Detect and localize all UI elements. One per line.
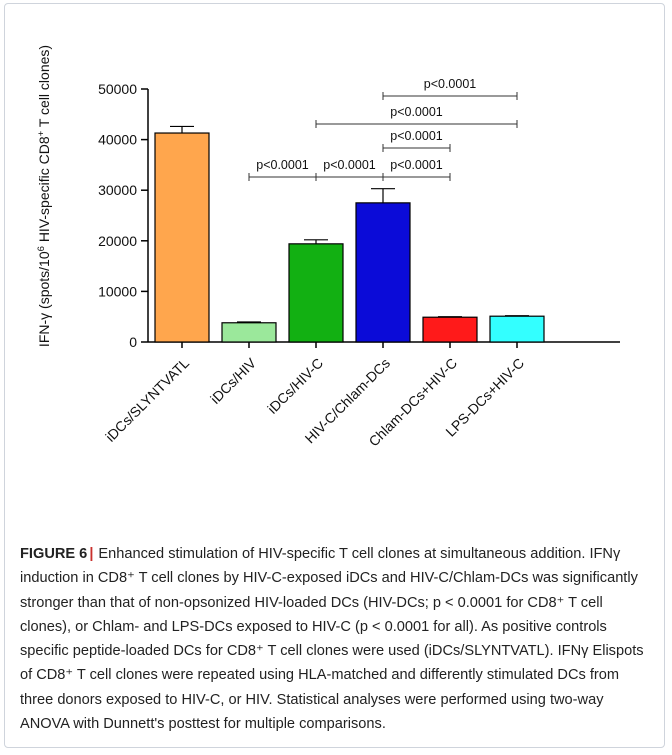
bar — [355, 202, 411, 343]
y-tick-label: 0 — [129, 334, 137, 350]
significance-label: p<0.0001 — [390, 158, 443, 172]
significance-label: p<0.0001 — [390, 105, 443, 119]
figure-caption: FIGURE 6 | Enhanced stimulation of HIV-spe… — [20, 542, 654, 736]
caption-text: Enhanced stimulation of HIV-specific T c… — [20, 546, 644, 733]
plot-area: 0 10000 20000 30000 40000 50000 iDCs/SLYNTVATL… — [98, 77, 620, 449]
significance-label: p<0.0001 — [424, 77, 477, 91]
bar — [489, 315, 545, 343]
bar — [288, 243, 344, 343]
y-tick-label: 20000 — [98, 233, 137, 249]
bar — [422, 316, 478, 343]
bar-chart: 0 10000 20000 30000 40000 50000 iDCs/SLYNTVATL… — [36, 45, 620, 449]
y-tick-label: 40000 — [98, 132, 137, 148]
figure-frame — [4, 3, 665, 748]
y-tick-label: 30000 — [98, 182, 137, 198]
x-tick-label: iDCs/HIV-C — [264, 355, 326, 417]
x-tick-label: iDCs/SLYNTVATL — [102, 355, 192, 445]
y-axis-label-part: T cell clones) — [36, 45, 52, 131]
y-axis-label-superscript: 6 — [36, 246, 47, 251]
significance-label: p<0.0001 — [256, 158, 309, 172]
bar — [221, 322, 277, 343]
figure-label: FIGURE 6 — [20, 546, 88, 562]
y-axis-label-superscript: + — [36, 130, 47, 136]
bar — [154, 132, 210, 343]
y-axis-label-part: HIV-specific CD8 — [36, 136, 52, 246]
y-tick-label: 50000 — [98, 81, 137, 97]
significance-label: p<0.0001 — [390, 129, 443, 143]
x-tick-label: iDCs/HIV — [207, 354, 259, 406]
y-axis-label-part: IFN-γ (spots/10 — [36, 251, 52, 347]
y-tick-label: 10000 — [98, 283, 137, 299]
caption-separator: | — [89, 546, 94, 562]
significance-label: p<0.0001 — [323, 158, 376, 172]
y-axis-label: IFN-γ (spots/106 HIV-specific CD8+ T cel… — [36, 45, 52, 347]
